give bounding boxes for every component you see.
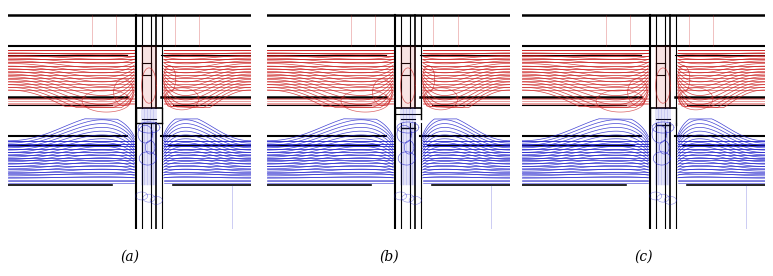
Text: (c): (c) [635,250,653,264]
Text: (a): (a) [121,250,139,264]
Text: (b): (b) [379,250,399,264]
